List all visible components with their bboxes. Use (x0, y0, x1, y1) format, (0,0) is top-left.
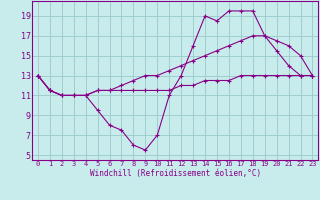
X-axis label: Windchill (Refroidissement éolien,°C): Windchill (Refroidissement éolien,°C) (90, 169, 261, 178)
